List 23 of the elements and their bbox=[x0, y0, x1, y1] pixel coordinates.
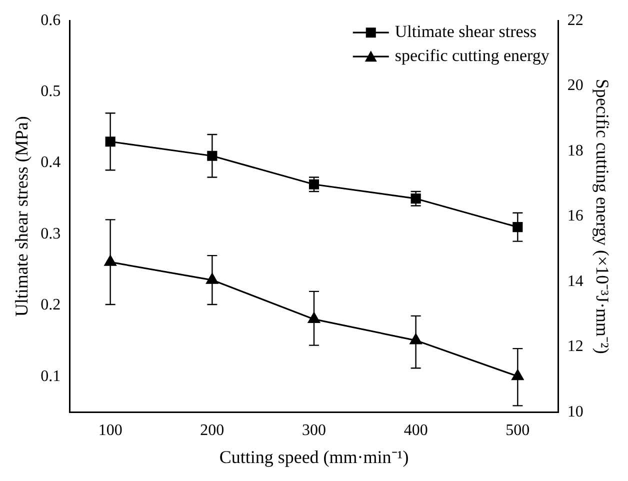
y2-tick-label: 10 bbox=[567, 403, 584, 420]
x-tick-label: 400 bbox=[404, 422, 428, 440]
y2-tick-label: 12 bbox=[567, 338, 584, 356]
y2-axis-title: Specific cutting energy (×10⁻³J·mm⁻²) bbox=[592, 78, 612, 354]
y-tick-label: 0.3 bbox=[40, 225, 61, 242]
y2-tick-label: 22 bbox=[567, 12, 584, 29]
y-tick-label: 0.2 bbox=[40, 296, 61, 314]
y-axis-title: Ultimate shear stress (MPa) bbox=[12, 116, 32, 317]
y2-tick-label: 20 bbox=[567, 77, 584, 94]
y2-tick-label: 16 bbox=[567, 208, 584, 225]
legend-label: specific cutting energy bbox=[394, 46, 550, 66]
x-tick-label: 500 bbox=[506, 422, 530, 440]
y-tick-label: 0.1 bbox=[40, 368, 61, 385]
x-tick-label: 200 bbox=[200, 422, 224, 440]
y-tick-label: 0.4 bbox=[40, 154, 61, 172]
y-tick-label: 0.6 bbox=[40, 12, 61, 29]
y-tick-label: 0.5 bbox=[40, 83, 61, 100]
y2-tick-label: 14 bbox=[567, 272, 584, 290]
y2-tick-label: 18 bbox=[567, 142, 584, 160]
legend-label: Ultimate shear stress bbox=[394, 22, 537, 42]
x-tick-label: 300 bbox=[302, 422, 326, 440]
x-tick-label: 100 bbox=[98, 422, 122, 440]
x-axis-title: Cutting speed (mm·min⁻¹) bbox=[219, 446, 409, 467]
